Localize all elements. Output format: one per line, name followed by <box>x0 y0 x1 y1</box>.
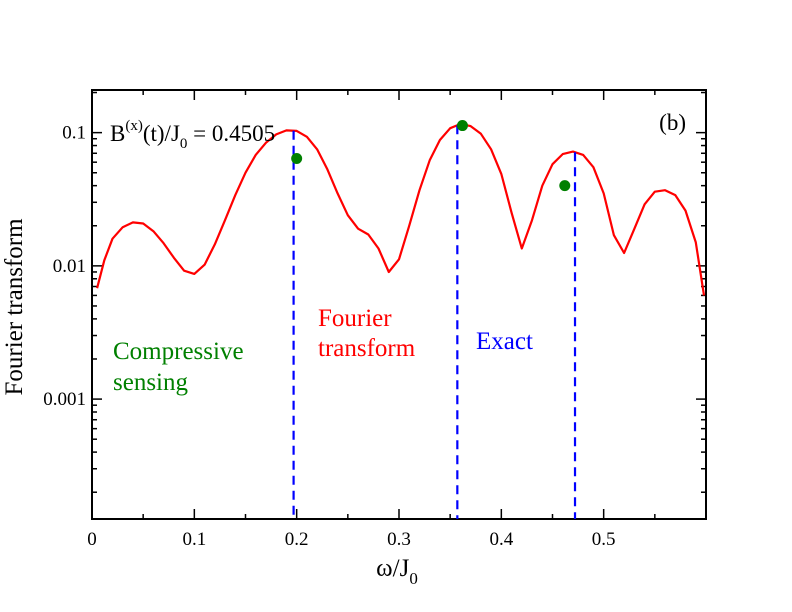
compressive-annotation-line2: sensing <box>113 369 189 396</box>
x-tick-label: 0 <box>87 529 97 550</box>
y-axis-label: Fourier transform <box>1 218 28 396</box>
fourier-annotation-line1: Fourier <box>318 305 392 332</box>
compressive-annotation-line1: Compressive <box>113 338 244 365</box>
y-tick-label: 0.001 <box>43 389 86 410</box>
x-tick-label: 0.5 <box>592 529 616 550</box>
y-tick-label: 0.1 <box>62 123 86 144</box>
plot-frame <box>91 89 707 520</box>
series-layer <box>96 120 706 519</box>
panel-label: (b) <box>659 110 686 135</box>
fourier-transform-line <box>96 122 706 296</box>
exact-annotation: Exact <box>476 328 533 355</box>
axes-layer: 0 0.1 0.2 0.3 0.4 0.5 0.001 0.01 0.1 <box>43 89 707 550</box>
x-axis-label: ω/J0 <box>376 555 418 588</box>
x-tick-label: 0.2 <box>285 529 309 550</box>
compressive-sensing-point <box>456 120 468 132</box>
x-tick-label: 0.3 <box>387 529 411 550</box>
compressive-sensing-point <box>559 180 571 192</box>
field-value-label: B(x)(t)/J0 = 0.4505 <box>110 118 275 152</box>
compressive-sensing-point <box>291 152 303 164</box>
x-tick-label: 0.4 <box>489 529 513 550</box>
fourier-annotation-line2: transform <box>318 335 416 362</box>
y-tick-label: 0.01 <box>53 256 86 277</box>
x-tick-label: 0.1 <box>182 529 206 550</box>
